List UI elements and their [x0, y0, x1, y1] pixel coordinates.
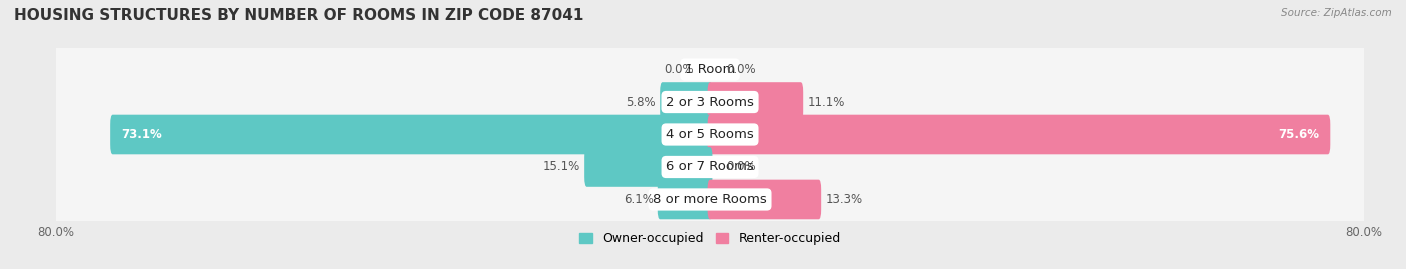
Text: Source: ZipAtlas.com: Source: ZipAtlas.com — [1281, 8, 1392, 18]
FancyBboxPatch shape — [55, 75, 1365, 129]
Text: 2 or 3 Rooms: 2 or 3 Rooms — [666, 95, 754, 108]
Text: 5.8%: 5.8% — [627, 95, 657, 108]
Legend: Owner-occupied, Renter-occupied: Owner-occupied, Renter-occupied — [579, 232, 841, 245]
FancyBboxPatch shape — [707, 115, 1330, 154]
Text: 1 Room: 1 Room — [685, 63, 735, 76]
Text: 75.6%: 75.6% — [1278, 128, 1320, 141]
Text: HOUSING STRUCTURES BY NUMBER OF ROOMS IN ZIP CODE 87041: HOUSING STRUCTURES BY NUMBER OF ROOMS IN… — [14, 8, 583, 23]
FancyBboxPatch shape — [55, 42, 1365, 97]
FancyBboxPatch shape — [707, 180, 821, 219]
FancyBboxPatch shape — [55, 107, 1365, 162]
Text: 13.3%: 13.3% — [825, 193, 862, 206]
Text: 11.1%: 11.1% — [807, 95, 845, 108]
Text: 4 or 5 Rooms: 4 or 5 Rooms — [666, 128, 754, 141]
Text: 0.0%: 0.0% — [664, 63, 693, 76]
Text: 0.0%: 0.0% — [727, 63, 756, 76]
FancyBboxPatch shape — [55, 172, 1365, 227]
Text: 8 or more Rooms: 8 or more Rooms — [654, 193, 766, 206]
FancyBboxPatch shape — [661, 82, 713, 122]
Text: 73.1%: 73.1% — [121, 128, 162, 141]
FancyBboxPatch shape — [110, 115, 713, 154]
FancyBboxPatch shape — [583, 147, 713, 187]
Text: 6.1%: 6.1% — [624, 193, 654, 206]
Text: 15.1%: 15.1% — [543, 161, 581, 174]
FancyBboxPatch shape — [707, 82, 803, 122]
Text: 6 or 7 Rooms: 6 or 7 Rooms — [666, 161, 754, 174]
FancyBboxPatch shape — [55, 140, 1365, 194]
Text: 0.0%: 0.0% — [727, 161, 756, 174]
FancyBboxPatch shape — [658, 180, 713, 219]
